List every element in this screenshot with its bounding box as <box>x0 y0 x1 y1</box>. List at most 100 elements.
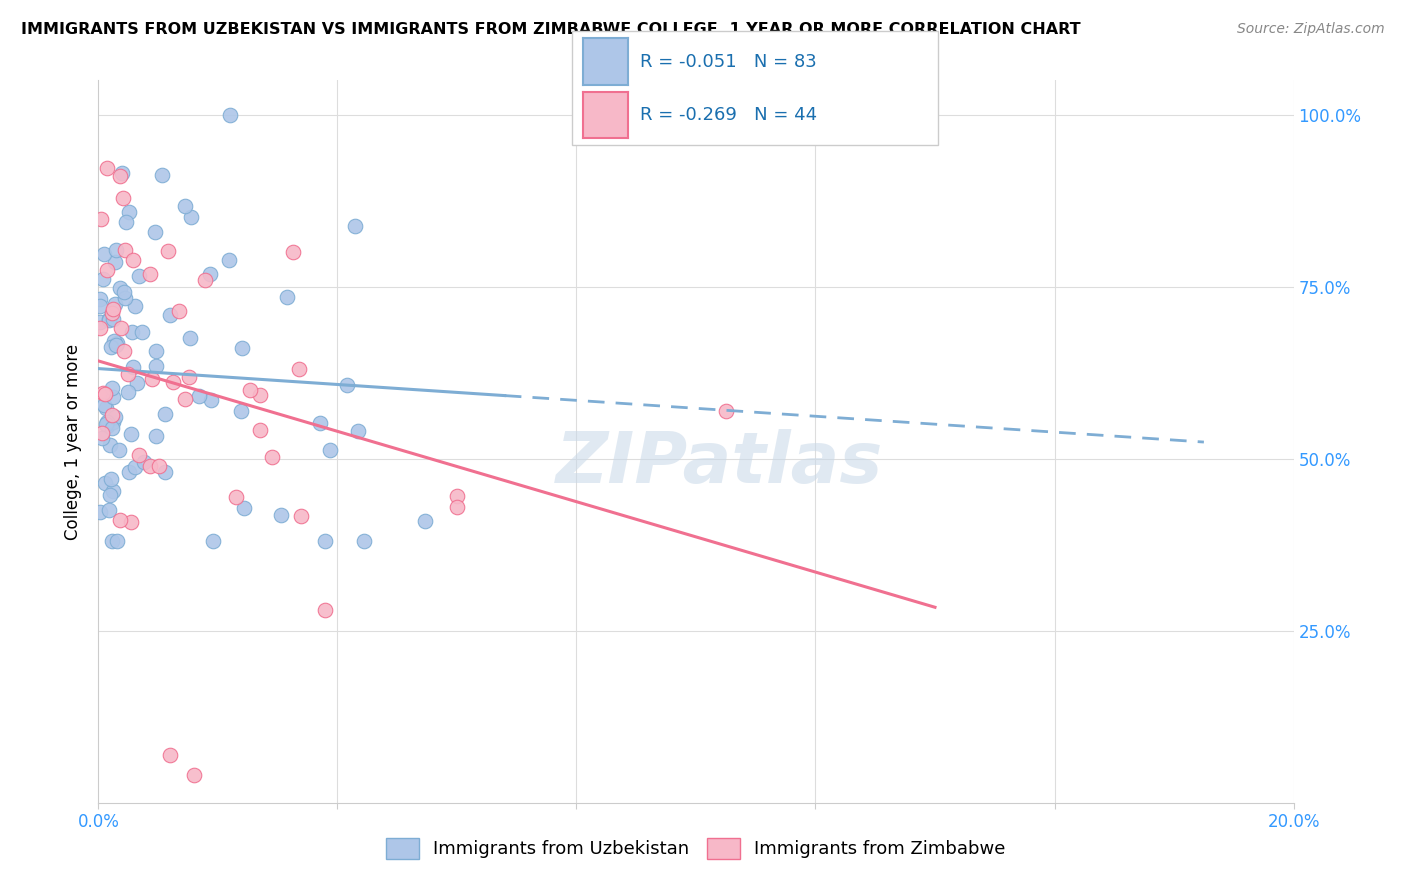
Point <box>231 404 253 418</box>
Point <box>100 381 122 395</box>
Point <box>180 210 202 224</box>
Point <box>118 205 141 219</box>
Point <box>148 459 170 474</box>
Point <box>103 334 125 348</box>
Point <box>108 513 131 527</box>
Point <box>714 403 737 417</box>
Point <box>107 534 129 549</box>
Point <box>105 336 128 351</box>
Point <box>121 253 143 268</box>
Point <box>173 199 195 213</box>
Point <box>91 272 114 286</box>
Point <box>101 409 124 423</box>
Point <box>413 514 436 528</box>
Point <box>124 299 146 313</box>
Point <box>96 416 118 430</box>
Point <box>103 410 125 425</box>
Point <box>101 312 124 326</box>
Point <box>131 325 153 339</box>
Point <box>239 383 262 397</box>
Point <box>174 392 197 406</box>
Text: R = -0.269   N = 44: R = -0.269 N = 44 <box>640 106 817 124</box>
Point <box>98 312 121 326</box>
Text: IMMIGRANTS FROM UZBEKISTAN VS IMMIGRANTS FROM ZIMBABWE COLLEGE, 1 YEAR OR MORE C: IMMIGRANTS FROM UZBEKISTAN VS IMMIGRANTS… <box>21 22 1081 37</box>
Point <box>94 386 117 401</box>
Point <box>114 243 136 257</box>
Point <box>162 375 184 389</box>
Point <box>93 247 115 261</box>
Point <box>98 438 121 452</box>
Point <box>93 385 115 400</box>
Point <box>177 370 200 384</box>
Point <box>96 263 118 277</box>
Point <box>288 361 311 376</box>
Point <box>103 301 125 316</box>
Point <box>167 304 190 318</box>
Point <box>121 325 143 339</box>
Point <box>218 253 240 268</box>
Point <box>117 367 139 381</box>
Point <box>446 489 468 503</box>
Point <box>101 390 124 404</box>
Point <box>100 420 122 434</box>
Point <box>270 508 292 522</box>
Point <box>141 372 163 386</box>
Point <box>114 291 136 305</box>
Point <box>308 416 330 430</box>
Point <box>319 442 342 457</box>
Point <box>107 443 129 458</box>
Point <box>347 425 370 439</box>
Point <box>152 168 174 182</box>
Point <box>183 768 205 782</box>
Point <box>105 244 128 258</box>
Point <box>179 331 201 345</box>
Point <box>153 407 176 421</box>
Point <box>336 378 359 392</box>
Point <box>100 306 122 320</box>
Point <box>446 500 468 514</box>
Point <box>118 465 141 479</box>
Point <box>93 476 115 491</box>
Point <box>89 292 111 306</box>
Point <box>128 268 150 283</box>
Point <box>91 425 114 440</box>
Point <box>145 428 167 442</box>
Point <box>200 393 222 408</box>
Point <box>353 534 375 549</box>
Point <box>124 460 146 475</box>
Legend: Immigrants from Uzbekistan, Immigrants from Zimbabwe: Immigrants from Uzbekistan, Immigrants f… <box>380 830 1012 866</box>
Point <box>100 340 122 354</box>
Point <box>343 219 366 234</box>
Point <box>145 344 167 359</box>
Point <box>100 472 122 486</box>
Point <box>276 290 298 304</box>
Point <box>120 426 142 441</box>
Point <box>202 534 225 549</box>
Point <box>104 255 127 269</box>
Point <box>89 314 111 328</box>
Point <box>108 169 131 184</box>
Point <box>198 267 221 281</box>
Point <box>128 448 150 462</box>
Point <box>94 417 117 431</box>
Point <box>98 312 121 326</box>
Point <box>281 245 304 260</box>
Point <box>143 225 166 239</box>
Point <box>112 343 135 358</box>
Point <box>96 418 118 433</box>
Point <box>89 299 111 313</box>
Point <box>139 267 162 281</box>
Point <box>96 161 118 175</box>
Point <box>231 341 253 355</box>
Point <box>290 508 312 523</box>
Point <box>194 273 217 287</box>
Point <box>122 359 145 374</box>
Point <box>101 415 124 429</box>
Point <box>218 108 240 122</box>
Point <box>139 458 162 473</box>
Point <box>117 385 139 400</box>
Text: Source: ZipAtlas.com: Source: ZipAtlas.com <box>1237 22 1385 37</box>
Point <box>145 359 167 373</box>
Point <box>315 603 337 617</box>
Point <box>93 398 115 412</box>
